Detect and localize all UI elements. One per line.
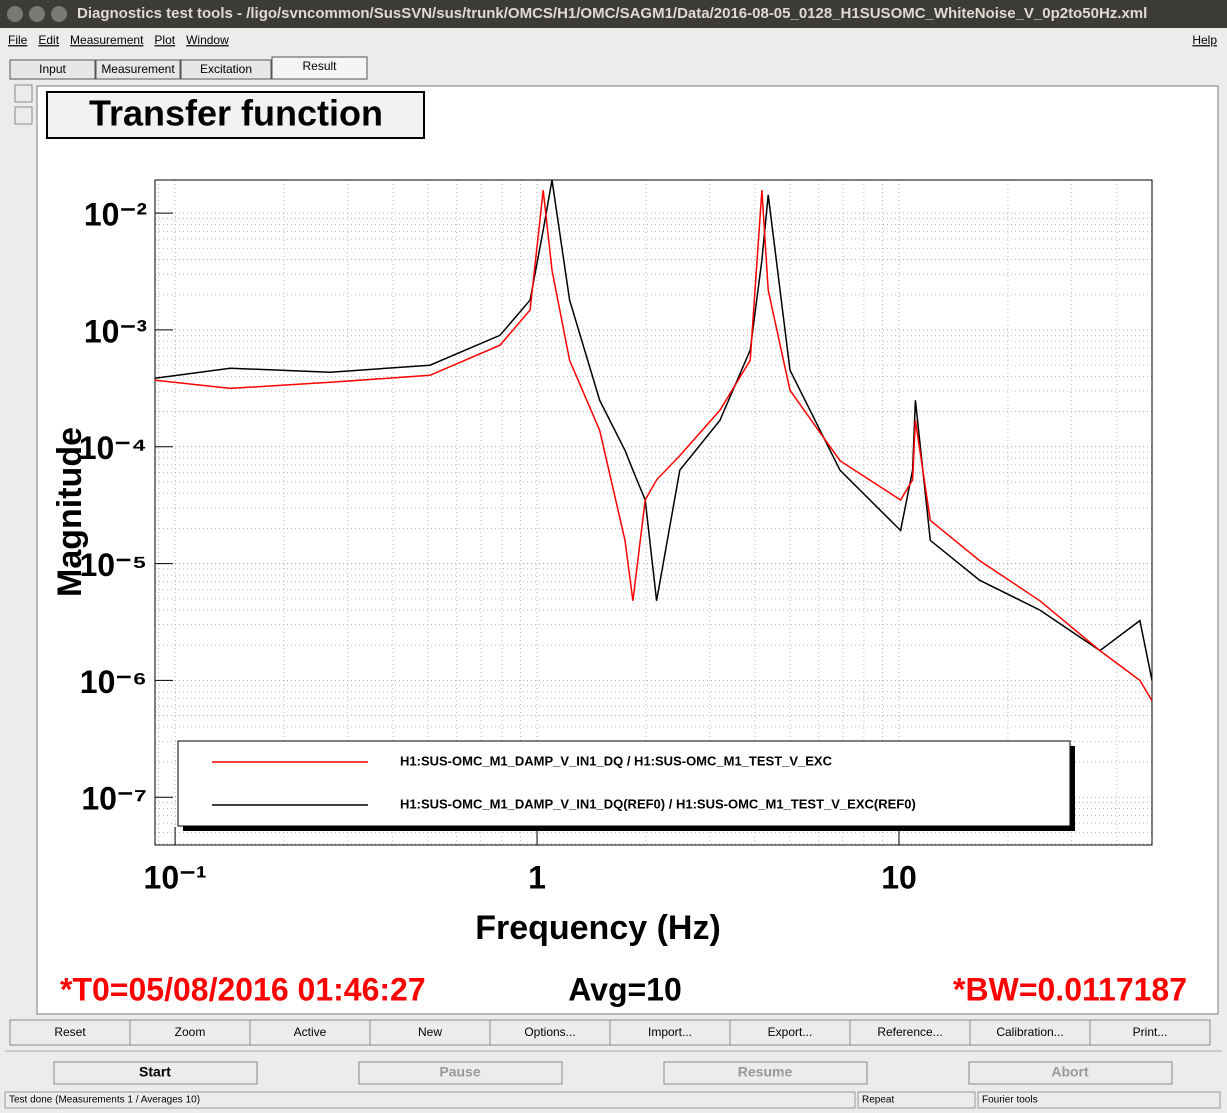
status-text: Test done (Measurements 1 / Averages 10) [9, 1095, 200, 1106]
button[interactable] [369, 1019, 491, 1046]
button[interactable] [1089, 1019, 1211, 1046]
window-title: Diagnostics test tools - /ligo/svncommon… [77, 5, 1147, 22]
y-tick-label: 10⁻⁶ [80, 664, 147, 700]
legend-label: H1:SUS-OMC_M1_DAMP_V_IN1_DQ(REF0) / H1:S… [400, 796, 916, 811]
button-label: Active [294, 1025, 327, 1039]
menu-help[interactable]: Help [1192, 33, 1217, 47]
tab[interactable] [271, 56, 368, 80]
menu-item[interactable]: Edit [38, 33, 59, 47]
plot: 10⁻¹ 1 10 10⁻⁷ 10⁻⁶ 10⁻⁵ 10⁻⁴ 10⁻³ 10⁻² H1:SUS-OM… [79, 179, 1153, 895]
status-cell [857, 1091, 976, 1109]
button-label: Options... [524, 1025, 575, 1039]
tab[interactable] [9, 59, 96, 80]
menu-item[interactable]: Measurement [70, 33, 144, 47]
button[interactable] [849, 1019, 971, 1046]
tab-label: Input [39, 62, 66, 76]
status-cell [4, 1091, 856, 1109]
plot-frame [154, 179, 1153, 846]
status-bar: Test done (Measurements 1 / Averages 10)… [4, 1091, 1221, 1109]
button-label: Reset [54, 1025, 86, 1039]
button-label: Reference... [877, 1025, 942, 1039]
button-label: Import... [648, 1025, 692, 1039]
button-label: New [418, 1025, 442, 1039]
legend [177, 740, 1071, 827]
button-label: Print... [1133, 1025, 1168, 1039]
control-label: Pause [439, 1064, 480, 1080]
avg-info: Avg=10 [568, 971, 682, 1007]
minimize-button[interactable] [29, 6, 45, 22]
control-label: Resume [738, 1064, 793, 1080]
button-label: Zoom [175, 1025, 206, 1039]
tab-label: Result [302, 59, 337, 73]
y-tick-label: 10⁻⁷ [81, 781, 147, 817]
y-tick-label: 10⁻³ [84, 313, 147, 349]
plot-pane [36, 85, 1219, 1015]
x-tick-label: 10⁻¹ [144, 859, 207, 895]
title-box [46, 91, 425, 139]
tab[interactable] [180, 59, 272, 80]
status-text: Fourier tools [982, 1095, 1038, 1106]
control-label: Abort [1051, 1064, 1089, 1080]
tab-label: Measurement [101, 62, 175, 76]
x-tick-label: 1 [528, 859, 546, 895]
arrow-button[interactable] [14, 106, 33, 125]
x-axis-label: Frequency (Hz) [475, 909, 721, 947]
status-text: Repeat [862, 1095, 894, 1106]
button[interactable] [489, 1019, 611, 1046]
menu-item[interactable]: Plot [154, 33, 175, 47]
button[interactable] [969, 1019, 1091, 1046]
button[interactable] [249, 1019, 371, 1046]
control-button[interactable] [53, 1061, 258, 1085]
control-button[interactable] [663, 1061, 868, 1085]
tab[interactable] [95, 59, 181, 80]
arrow-button[interactable] [14, 84, 33, 103]
button[interactable] [129, 1019, 251, 1046]
button-row: Reset Zoom Active New Options... Import... Exp… [9, 1019, 1211, 1046]
tabs: Input Measurement Excitation Result [9, 56, 368, 80]
button[interactable] [729, 1019, 851, 1046]
series-line [154, 190, 1153, 702]
maximize-button[interactable] [51, 6, 67, 22]
button-label: Export... [768, 1025, 813, 1039]
close-button[interactable] [7, 6, 23, 22]
control-button[interactable] [968, 1061, 1173, 1085]
menu-bar: File Edit Measurement Plot Window [8, 33, 229, 47]
x-tick-label: 10 [881, 859, 917, 895]
menu-item[interactable]: Window [186, 33, 229, 47]
chart-title: Transfer function [89, 93, 383, 134]
y-tick-label: 10⁻⁴ [79, 430, 147, 466]
y-tick-label: 10⁻⁵ [79, 547, 147, 583]
control-row: Start Pause Resume Abort [5, 1050, 1222, 1085]
status-cell [977, 1091, 1221, 1109]
title-bar [0, 0, 1227, 28]
button-label: Calibration... [996, 1025, 1063, 1039]
y-axis-label: Magnitude [51, 427, 89, 597]
t0-info: *T0=05/08/2016 01:46:27 [60, 971, 426, 1007]
legend-label: H1:SUS-OMC_M1_DAMP_V_IN1_DQ / H1:SUS-OMC… [400, 753, 833, 768]
control-label: Start [139, 1064, 171, 1080]
button[interactable] [609, 1019, 731, 1046]
menu-item[interactable]: File [8, 33, 28, 47]
series-line [154, 179, 1153, 681]
control-button[interactable] [358, 1061, 563, 1085]
bw-info: *BW=0.0117187 [953, 971, 1187, 1007]
y-tick-label: 10⁻² [84, 197, 147, 233]
tab-label: Excitation [200, 62, 252, 76]
